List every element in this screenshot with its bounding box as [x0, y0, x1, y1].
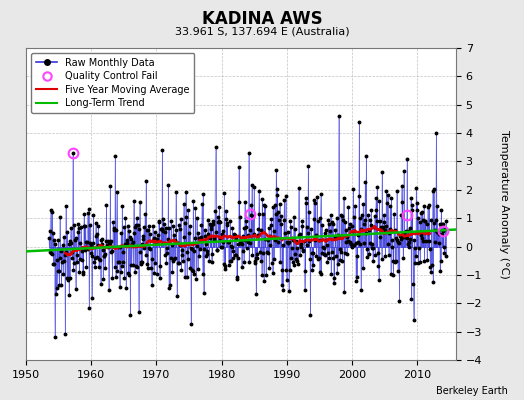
- Y-axis label: Temperature Anomaly (°C): Temperature Anomaly (°C): [499, 130, 509, 278]
- Text: 33.961 S, 137.694 E (Australia): 33.961 S, 137.694 E (Australia): [174, 26, 350, 36]
- Text: Berkeley Earth: Berkeley Earth: [436, 386, 508, 396]
- Legend: Raw Monthly Data, Quality Control Fail, Five Year Moving Average, Long-Term Tren: Raw Monthly Data, Quality Control Fail, …: [31, 53, 194, 113]
- Text: KADINA AWS: KADINA AWS: [202, 10, 322, 28]
